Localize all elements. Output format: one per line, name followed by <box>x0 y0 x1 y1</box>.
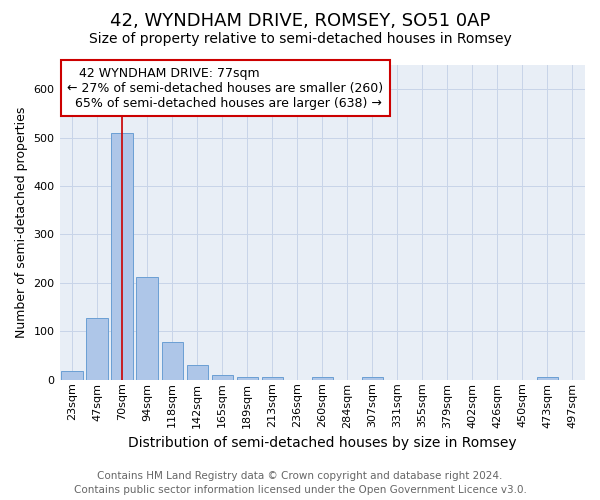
Bar <box>311 377 333 380</box>
X-axis label: Distribution of semi-detached houses by size in Romsey: Distribution of semi-detached houses by … <box>128 436 517 450</box>
Bar <box>112 133 133 380</box>
Bar <box>86 318 108 380</box>
Bar <box>187 365 208 380</box>
Y-axis label: Number of semi-detached properties: Number of semi-detached properties <box>15 106 28 338</box>
Text: Contains HM Land Registry data © Crown copyright and database right 2024.
Contai: Contains HM Land Registry data © Crown c… <box>74 471 526 495</box>
Bar <box>61 371 83 380</box>
Bar <box>136 276 158 380</box>
Bar <box>212 376 233 380</box>
Text: 42, WYNDHAM DRIVE, ROMSEY, SO51 0AP: 42, WYNDHAM DRIVE, ROMSEY, SO51 0AP <box>110 12 490 30</box>
Bar <box>537 377 558 380</box>
Bar <box>161 342 183 380</box>
Text: 42 WYNDHAM DRIVE: 77sqm
← 27% of semi-detached houses are smaller (260)
  65% of: 42 WYNDHAM DRIVE: 77sqm ← 27% of semi-de… <box>67 66 383 110</box>
Bar <box>236 377 258 380</box>
Text: Size of property relative to semi-detached houses in Romsey: Size of property relative to semi-detach… <box>89 32 511 46</box>
Bar <box>362 377 383 380</box>
Bar <box>262 378 283 380</box>
